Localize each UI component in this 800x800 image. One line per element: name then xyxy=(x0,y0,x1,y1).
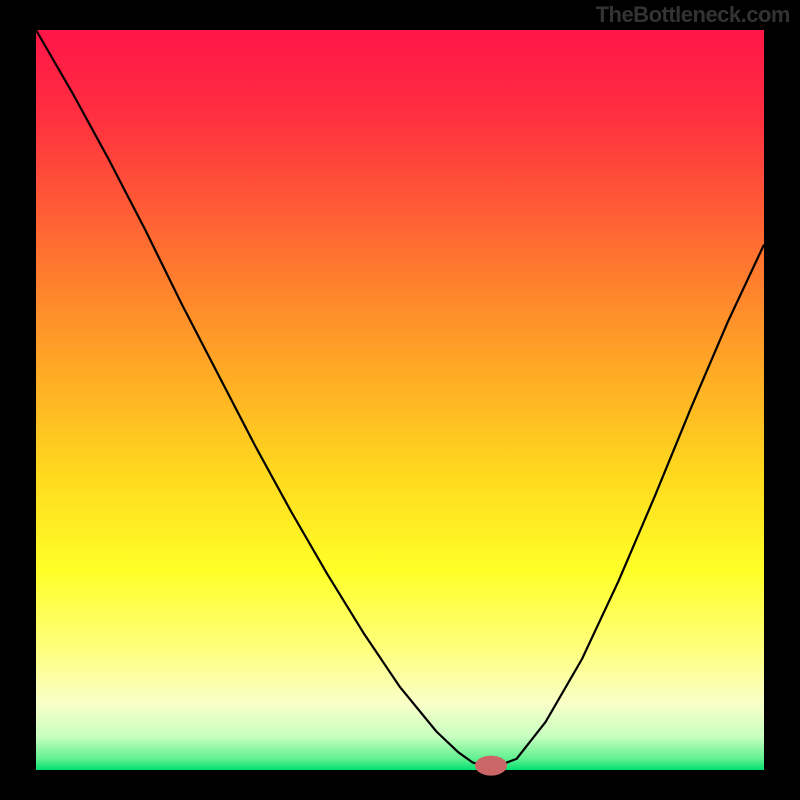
optimal-marker xyxy=(475,756,507,776)
chart-container: TheBottleneck.com xyxy=(0,0,800,800)
watermark-text: TheBottleneck.com xyxy=(596,2,790,28)
chart-background xyxy=(36,30,764,770)
bottleneck-chart xyxy=(0,0,800,800)
